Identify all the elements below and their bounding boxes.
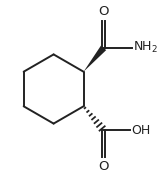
Polygon shape [83, 46, 106, 72]
Text: O: O [98, 6, 109, 19]
Text: O: O [98, 159, 109, 172]
Text: NH$_2$: NH$_2$ [133, 40, 159, 55]
Text: OH: OH [132, 124, 151, 137]
